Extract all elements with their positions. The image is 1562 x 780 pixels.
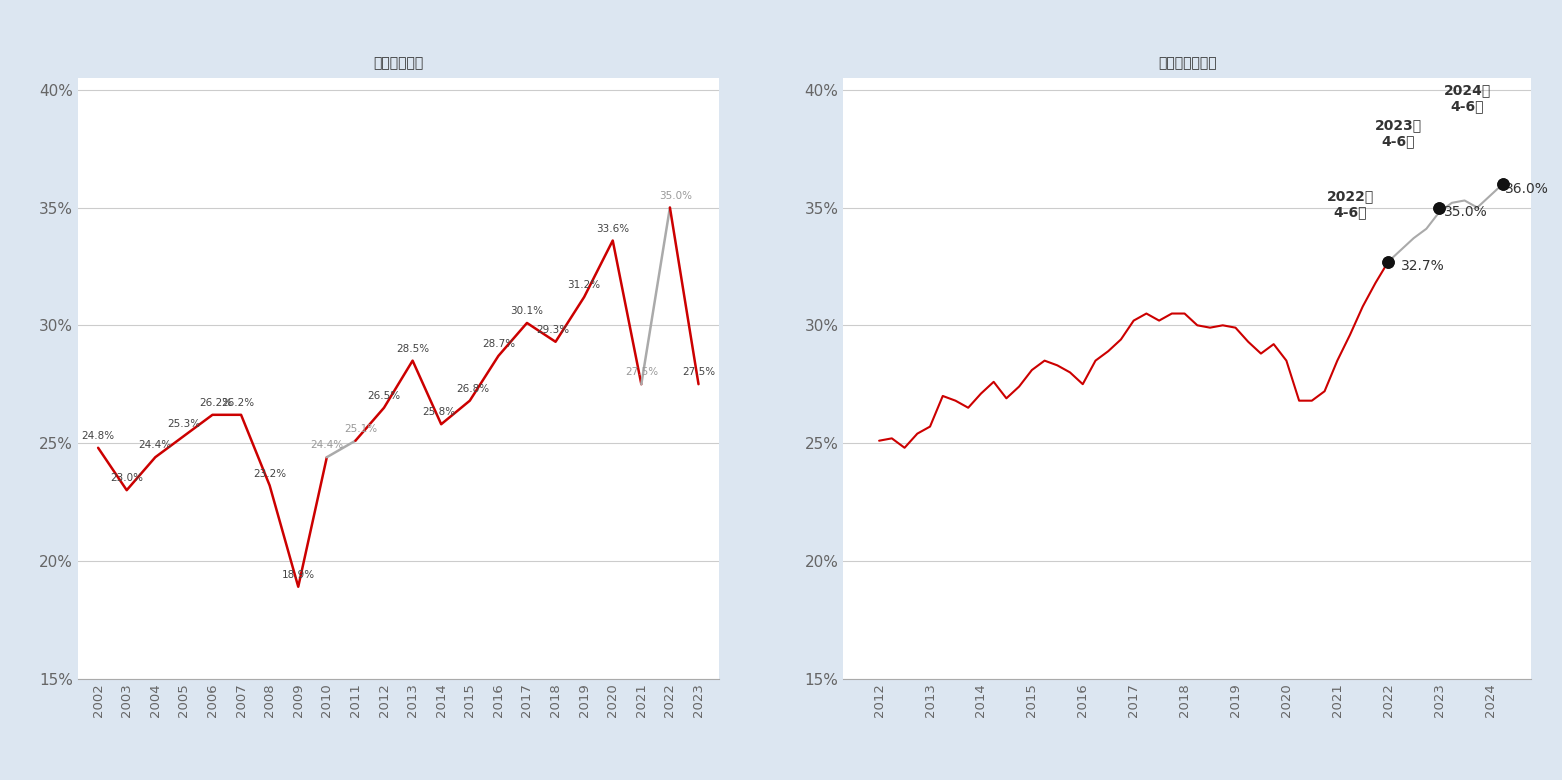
Text: 26.8%: 26.8%	[456, 384, 489, 394]
Text: 25.1%: 25.1%	[345, 424, 378, 434]
Title: 《年度推移》: 《年度推移》	[373, 56, 423, 70]
Text: 24.4%: 24.4%	[139, 440, 172, 450]
Text: 18.9%: 18.9%	[281, 570, 316, 580]
Text: 28.7%: 28.7%	[481, 339, 515, 349]
Text: 36.0%: 36.0%	[1506, 182, 1550, 196]
Text: 25.8%: 25.8%	[422, 407, 455, 417]
Text: 33.6%: 33.6%	[597, 224, 629, 233]
Text: 26.5%: 26.5%	[367, 391, 400, 401]
Text: 28.5%: 28.5%	[397, 344, 430, 353]
Title: 《四半期推移》: 《四半期推移》	[1157, 56, 1217, 70]
Text: 30.1%: 30.1%	[511, 306, 544, 316]
Text: 35.0%: 35.0%	[659, 190, 692, 200]
Text: 32.7%: 32.7%	[1401, 260, 1445, 274]
Text: 29.3%: 29.3%	[536, 324, 569, 335]
Text: 31.2%: 31.2%	[567, 280, 601, 290]
Text: 27.5%: 27.5%	[683, 367, 715, 378]
Text: 23.2%: 23.2%	[253, 469, 286, 478]
Text: 24.8%: 24.8%	[81, 431, 114, 441]
Text: 24.4%: 24.4%	[311, 440, 344, 450]
Text: 23.0%: 23.0%	[111, 473, 144, 484]
Text: 26.2%: 26.2%	[222, 398, 255, 408]
Text: 26.2%: 26.2%	[198, 398, 231, 408]
Text: 2024年
4-6月: 2024年 4-6月	[1443, 83, 1490, 113]
Text: 35.0%: 35.0%	[1445, 205, 1489, 219]
Text: 27.5%: 27.5%	[625, 367, 658, 378]
Text: 2023年
4-6月: 2023年 4-6月	[1375, 119, 1421, 149]
Text: 2022年
4-6月: 2022年 4-6月	[1326, 189, 1373, 219]
Text: 25.3%: 25.3%	[167, 419, 200, 429]
